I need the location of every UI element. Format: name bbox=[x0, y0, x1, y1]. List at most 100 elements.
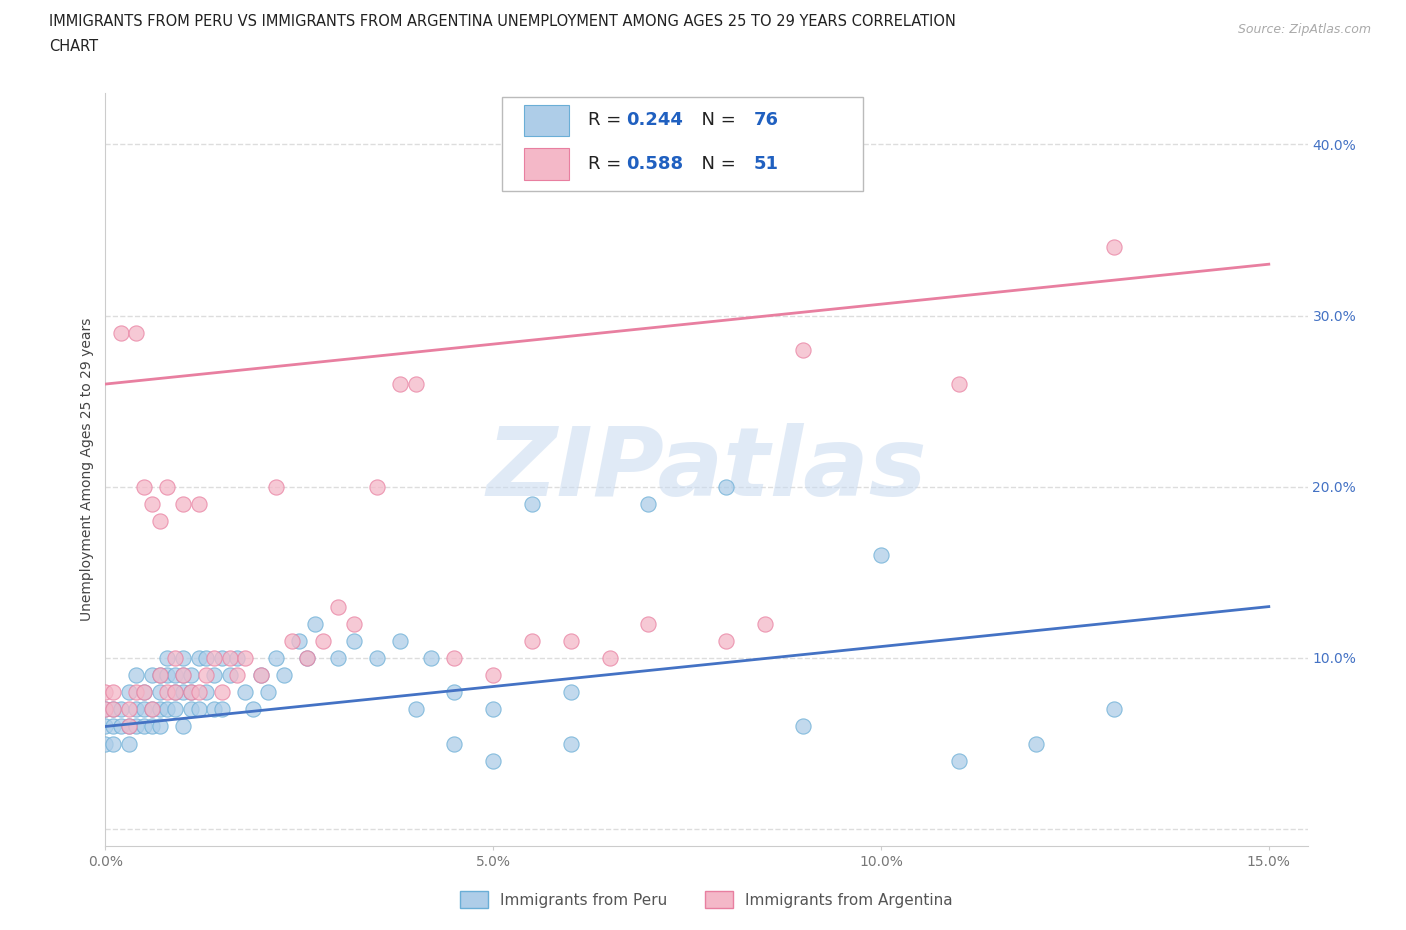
Point bbox=[172, 668, 194, 683]
Point bbox=[520, 497, 543, 512]
Point bbox=[125, 684, 148, 699]
Point bbox=[180, 702, 202, 717]
Point bbox=[195, 684, 218, 699]
Point bbox=[366, 479, 388, 494]
Point bbox=[202, 668, 225, 683]
Point bbox=[326, 599, 349, 614]
Point bbox=[180, 668, 202, 683]
Point bbox=[560, 737, 582, 751]
Point bbox=[134, 719, 156, 734]
Point bbox=[420, 651, 443, 666]
Point bbox=[389, 633, 412, 648]
Point bbox=[141, 719, 163, 734]
Point bbox=[288, 633, 311, 648]
Point bbox=[482, 753, 505, 768]
Point bbox=[443, 651, 465, 666]
Point bbox=[714, 479, 737, 494]
Point bbox=[1102, 240, 1125, 255]
Point bbox=[754, 617, 776, 631]
Text: Source: ZipAtlas.com: Source: ZipAtlas.com bbox=[1237, 23, 1371, 36]
Text: IMMIGRANTS FROM PERU VS IMMIGRANTS FROM ARGENTINA UNEMPLOYMENT AMONG AGES 25 TO : IMMIGRANTS FROM PERU VS IMMIGRANTS FROM … bbox=[49, 14, 956, 29]
Point bbox=[172, 668, 194, 683]
Point bbox=[172, 719, 194, 734]
Point bbox=[202, 651, 225, 666]
Text: 51: 51 bbox=[754, 154, 779, 173]
Point bbox=[125, 326, 148, 340]
Point bbox=[125, 719, 148, 734]
Point bbox=[295, 651, 318, 666]
Point bbox=[560, 633, 582, 648]
Point bbox=[141, 497, 163, 512]
Point bbox=[233, 651, 256, 666]
Point bbox=[94, 719, 117, 734]
Point bbox=[1102, 702, 1125, 717]
Point bbox=[149, 684, 172, 699]
Point bbox=[103, 737, 125, 751]
Point bbox=[141, 702, 163, 717]
Point bbox=[94, 684, 117, 699]
Point bbox=[110, 702, 132, 717]
Point bbox=[233, 684, 256, 699]
Point bbox=[165, 668, 187, 683]
Point bbox=[149, 702, 172, 717]
Point bbox=[165, 684, 187, 699]
Point bbox=[165, 702, 187, 717]
Point bbox=[311, 633, 333, 648]
Point bbox=[264, 479, 287, 494]
Point bbox=[637, 617, 659, 631]
Point bbox=[149, 668, 172, 683]
Point bbox=[94, 702, 117, 717]
Point bbox=[443, 684, 465, 699]
Text: ZIPatlas: ZIPatlas bbox=[486, 423, 927, 516]
Bar bbox=[524, 105, 569, 137]
Text: 0.588: 0.588 bbox=[626, 154, 683, 173]
Point bbox=[94, 737, 117, 751]
Point bbox=[520, 633, 543, 648]
Point bbox=[211, 684, 233, 699]
Point bbox=[1025, 737, 1047, 751]
Point bbox=[103, 702, 125, 717]
Text: N =: N = bbox=[690, 154, 741, 173]
Point bbox=[172, 497, 194, 512]
Point bbox=[405, 377, 427, 392]
Point bbox=[226, 651, 249, 666]
Point bbox=[125, 702, 148, 717]
Point bbox=[195, 668, 218, 683]
Point bbox=[211, 651, 233, 666]
Text: R =: R = bbox=[588, 154, 627, 173]
Point bbox=[118, 719, 141, 734]
Point bbox=[343, 617, 366, 631]
Point bbox=[242, 702, 264, 717]
Point bbox=[195, 651, 218, 666]
Point bbox=[218, 668, 240, 683]
Text: N =: N = bbox=[690, 112, 741, 129]
Point bbox=[180, 684, 202, 699]
Point bbox=[714, 633, 737, 648]
Point bbox=[94, 702, 117, 717]
Text: R =: R = bbox=[588, 112, 627, 129]
Text: 0.244: 0.244 bbox=[626, 112, 683, 129]
Point bbox=[156, 651, 179, 666]
Point bbox=[165, 651, 187, 666]
Point bbox=[134, 684, 156, 699]
Point bbox=[149, 513, 172, 528]
Point bbox=[482, 702, 505, 717]
Point bbox=[118, 719, 141, 734]
Point bbox=[366, 651, 388, 666]
Legend: Immigrants from Peru, Immigrants from Argentina: Immigrants from Peru, Immigrants from Ar… bbox=[454, 885, 959, 914]
Point bbox=[118, 684, 141, 699]
Point bbox=[110, 719, 132, 734]
Point bbox=[870, 548, 893, 563]
Point bbox=[134, 702, 156, 717]
Point bbox=[156, 702, 179, 717]
Point bbox=[405, 702, 427, 717]
Point bbox=[637, 497, 659, 512]
Point bbox=[141, 668, 163, 683]
Point bbox=[280, 633, 302, 648]
Point bbox=[249, 668, 271, 683]
FancyBboxPatch shape bbox=[502, 97, 863, 191]
Point bbox=[218, 651, 240, 666]
Point bbox=[257, 684, 280, 699]
Point bbox=[389, 377, 412, 392]
Point bbox=[103, 684, 125, 699]
